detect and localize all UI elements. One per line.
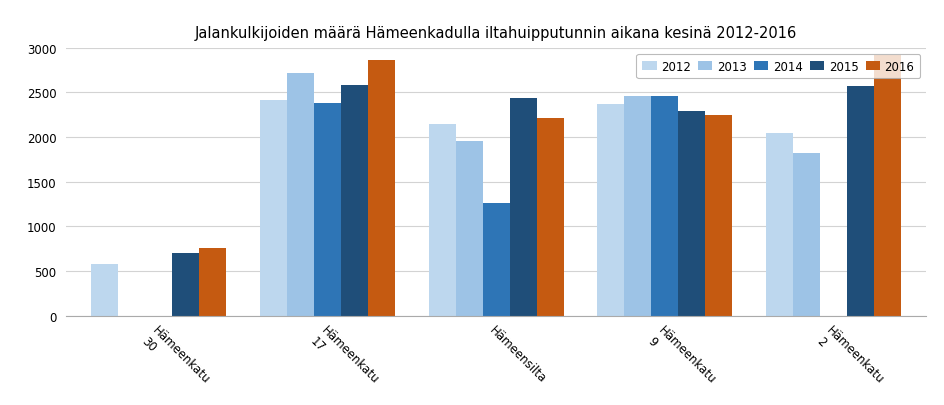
Bar — [199, 248, 227, 316]
Bar — [260, 100, 287, 316]
Bar — [172, 254, 199, 316]
Bar — [873, 56, 900, 316]
Bar — [624, 97, 650, 316]
Bar — [597, 105, 624, 316]
Bar — [536, 119, 563, 316]
Bar — [313, 104, 341, 316]
Bar — [704, 115, 732, 316]
Bar — [455, 141, 482, 316]
Bar — [367, 61, 395, 316]
Bar — [92, 264, 118, 316]
Bar — [429, 124, 455, 316]
Bar — [846, 87, 873, 316]
Title: Jalankulkijoiden määrä Hämeenkadulla iltahuipputunnin aikana kesinä 2012-2016: Jalankulkijoiden määrä Hämeenkadulla ilt… — [194, 26, 797, 40]
Legend: 2012, 2013, 2014, 2015, 2016: 2012, 2013, 2014, 2015, 2016 — [636, 55, 919, 79]
Bar — [765, 134, 792, 316]
Bar — [287, 74, 313, 316]
Bar — [341, 86, 367, 316]
Bar — [678, 112, 704, 316]
Bar — [650, 97, 678, 316]
Bar — [792, 154, 819, 316]
Bar — [482, 204, 509, 316]
Bar — [509, 98, 536, 316]
